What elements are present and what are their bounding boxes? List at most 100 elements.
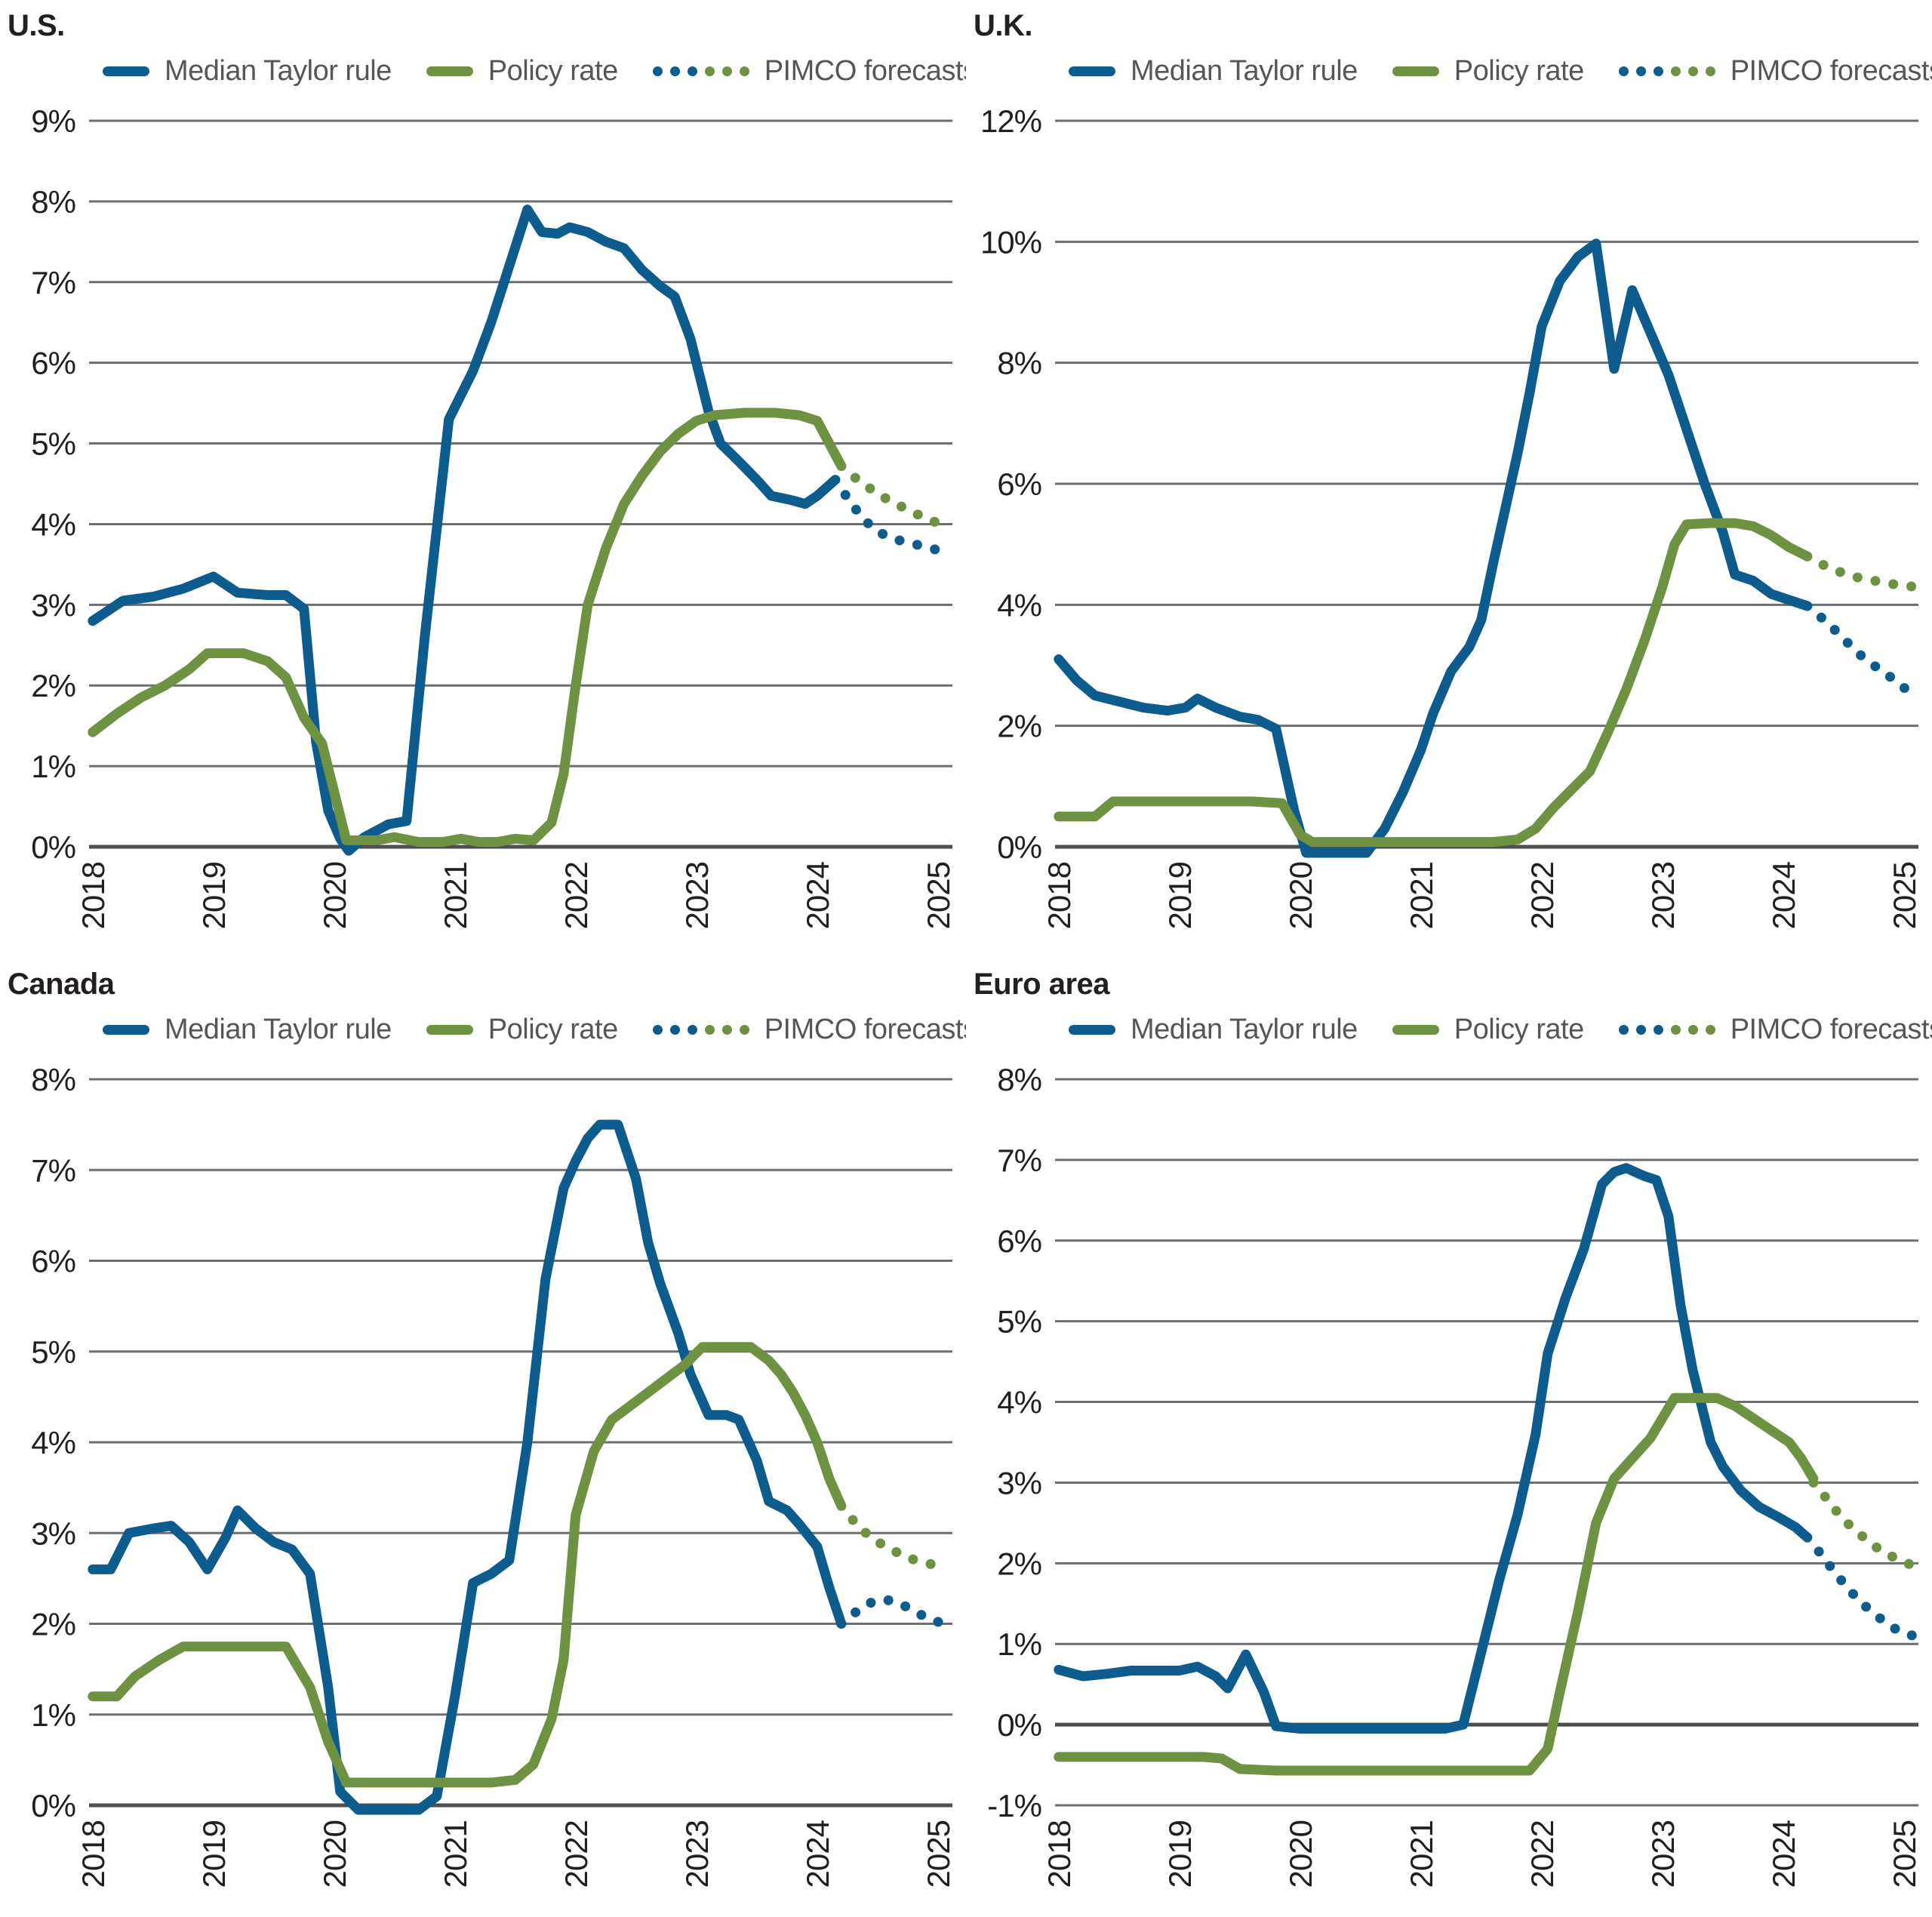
svg-text:8%: 8% [31,184,75,220]
legend-label-taylor: Median Taylor rule [165,54,392,87]
legend-item-median-taylor-rule: Median Taylor rule [103,55,392,88]
chart-title-euro-area: Euro area [974,968,1110,1001]
svg-text:1%: 1% [31,1697,75,1733]
legend-label-policy: Policy rate [1454,1013,1584,1045]
svg-text:2%: 2% [31,668,75,703]
svg-text:7%: 7% [31,1152,75,1188]
svg-text:2%: 2% [997,709,1041,744]
legend-label-forecasts: PIMCO forecasts [1730,54,1932,87]
svg-text:2021: 2021 [1404,1820,1439,1888]
policy-rate-line-swatch [426,66,473,76]
svg-text:5%: 5% [31,1334,75,1370]
svg-text:2019: 2019 [1162,1820,1198,1888]
taylor-rule-line-swatch [1069,1024,1115,1035]
svg-text:2018: 2018 [75,862,111,929]
svg-text:3%: 3% [997,1465,1041,1500]
svg-text:6%: 6% [31,1244,75,1279]
chart-panel-euro-area: Euro area Median Taylor rule Policy rate… [966,958,1932,1917]
svg-text:2020: 2020 [317,862,352,929]
svg-text:2022: 2022 [558,1820,594,1888]
chart-legend: Median Taylor rule Policy rate PIMCO for… [103,50,966,92]
chart-title-canada: Canada [8,968,115,1001]
line-chart-uk: 0% 2% 4% 6% 8% 10% 12% 2018 2019 2020 2021 2022 2023… [980,103,1922,929]
legend-label-policy: Policy rate [488,54,618,87]
policy-rate-line-swatch [1392,66,1439,76]
svg-text:2022: 2022 [558,862,594,929]
svg-text:2018: 2018 [75,1820,111,1888]
legend-label-policy: Policy rate [1454,54,1584,87]
svg-text:1%: 1% [997,1626,1041,1662]
svg-text:2019: 2019 [196,1820,232,1888]
legend-item-median-taylor-rule: Median Taylor rule [1069,1014,1358,1046]
svg-text:2024: 2024 [1766,861,1801,929]
svg-text:2020: 2020 [1283,1820,1318,1888]
svg-text:6%: 6% [997,466,1041,502]
svg-text:12%: 12% [980,103,1041,139]
chart-panel-us: U.S. Median Taylor rule Policy rate PIMC… [0,0,966,958]
svg-text:2018: 2018 [1041,1820,1077,1888]
svg-text:3%: 3% [31,1515,75,1551]
legend-item-median-taylor-rule: Median Taylor rule [1069,55,1358,88]
svg-text:2019: 2019 [1162,862,1198,929]
svg-text:2025: 2025 [921,862,956,929]
svg-text:0%: 0% [31,1788,75,1823]
svg-text:6%: 6% [31,346,75,381]
svg-text:2022: 2022 [1524,1820,1560,1888]
legend-item-pimco-forecasts: PIMCO forecasts [1618,1014,1932,1046]
legend-label-forecasts: PIMCO forecasts [764,1013,966,1045]
svg-text:0%: 0% [997,829,1041,865]
legend-label-taylor: Median Taylor rule [1131,54,1358,87]
chart-legend: Median Taylor rule Policy rate PIMCO for… [103,1008,966,1051]
forecast-dots-swatch [1618,66,1715,76]
legend-item-pimco-forecasts: PIMCO forecasts [1618,54,1932,88]
svg-text:4%: 4% [31,1425,75,1460]
svg-text:2023: 2023 [1645,1820,1681,1888]
forecast-dots-swatch [652,1024,749,1035]
legend-item-policy-rate: Policy rate [1392,1014,1584,1046]
chart-title-us: U.S. [8,9,65,42]
svg-text:4%: 4% [31,506,75,542]
svg-text:2023: 2023 [679,862,715,929]
svg-text:7%: 7% [31,265,75,300]
svg-text:2023: 2023 [1645,862,1681,929]
line-chart-canada: 0% 1% 2% 3% 4% 5% 6% 7% 8% 2018 2019 2020 2021 2022 20… [31,1062,956,1888]
svg-text:5%: 5% [31,426,75,462]
chart-panel-uk: U.K. Median Taylor rule Policy rate PIMC… [966,0,1932,958]
svg-text:-1%: -1% [987,1788,1041,1823]
forecast-dots-swatch [1618,1024,1715,1035]
svg-text:2020: 2020 [1283,862,1318,929]
svg-text:8%: 8% [997,346,1041,381]
svg-text:6%: 6% [997,1223,1041,1259]
forecast-dots-swatch [652,66,749,76]
svg-text:2025: 2025 [921,1820,956,1888]
svg-text:8%: 8% [31,1062,75,1097]
legend-item-policy-rate: Policy rate [1392,55,1584,88]
legend-item-policy-rate: Policy rate [426,55,618,88]
svg-text:3%: 3% [31,587,75,623]
svg-text:2021: 2021 [1404,862,1439,929]
taylor-rule-line-swatch [103,1024,149,1035]
legend-label-taylor: Median Taylor rule [165,1013,392,1045]
svg-text:2021: 2021 [438,862,473,929]
legend-label-taylor: Median Taylor rule [1131,1013,1358,1045]
legend-item-median-taylor-rule: Median Taylor rule [103,1014,392,1046]
svg-text:4%: 4% [997,587,1041,623]
policy-rate-line-swatch [426,1024,473,1035]
chart-title-uk: U.K. [974,9,1033,42]
svg-text:2025: 2025 [1887,862,1922,929]
legend-item-pimco-forecasts: PIMCO forecasts [652,1013,966,1046]
line-chart-euro-area: -1% 0% 1% 2% 3% 4% 5% 6% 7% 8% 2018 2019 2020 2021 202… [987,1062,1922,1888]
chart-legend: Median Taylor rule Policy rate PIMCO for… [1069,50,1932,92]
legend-item-policy-rate: Policy rate [426,1014,618,1046]
svg-text:2020: 2020 [317,1820,352,1888]
svg-text:2021: 2021 [438,1820,473,1888]
svg-text:9%: 9% [31,103,75,139]
svg-text:2024: 2024 [1766,1820,1801,1888]
svg-text:10%: 10% [980,224,1041,260]
line-chart-us: 0% 1% 2% 3% 4% 5% 6% 7% 8% 9% 2018 2019 2020 2021 2022… [31,103,956,929]
svg-text:5%: 5% [997,1304,1041,1340]
svg-text:8%: 8% [997,1062,1041,1097]
svg-text:0%: 0% [31,829,75,865]
chart-panel-canada: Canada Median Taylor rule Policy rate PI… [0,958,966,1917]
svg-text:2%: 2% [31,1607,75,1642]
